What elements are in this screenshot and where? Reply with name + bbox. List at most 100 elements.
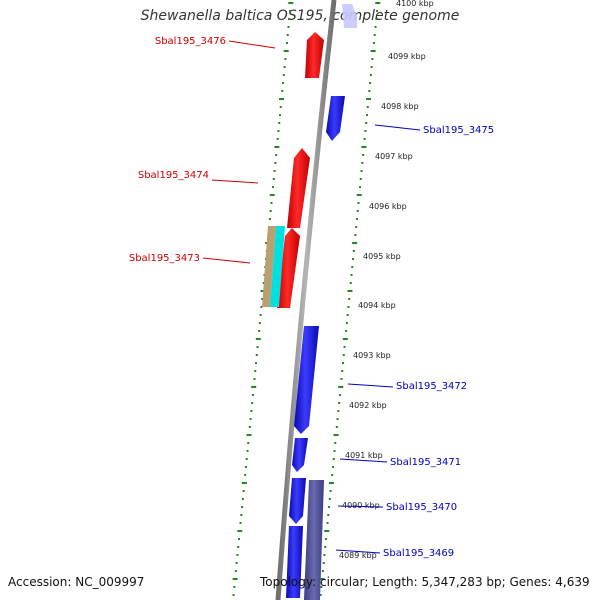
kbp-label: 4099 kbp — [388, 52, 426, 61]
gene-label[interactable]: Sbal195_3469 — [383, 548, 454, 559]
tick-mark — [319, 578, 325, 580]
tick-mark — [283, 50, 289, 52]
tick-mark — [345, 330, 348, 332]
tick-mark — [258, 330, 261, 332]
tick-mark — [351, 266, 354, 268]
gene-label[interactable]: Sbal195_3470 — [386, 502, 457, 513]
tick-mark — [350, 274, 353, 276]
tick-mark — [237, 538, 240, 540]
tick-mark — [356, 210, 359, 212]
tick-mark — [338, 386, 344, 388]
gene-label[interactable]: Sbal195_3471 — [390, 457, 461, 468]
tick-mark — [251, 402, 254, 404]
summary-text: Topology: circular; Length: 5,347,283 bp… — [260, 575, 590, 589]
map-title: Shewanella baltica OS195, complete genom… — [140, 8, 460, 24]
tick-mark — [324, 538, 327, 540]
tick-mark — [328, 498, 331, 500]
gene-sbal195-3476[interactable] — [305, 32, 324, 78]
tick-mark — [233, 586, 236, 588]
tick-mark — [269, 194, 275, 196]
tick-mark — [272, 186, 275, 188]
tick-mark — [247, 442, 250, 444]
leader-line — [347, 383, 394, 388]
tick-mark — [239, 522, 242, 524]
accession-text: Accession: NC_009997 — [8, 575, 145, 589]
leader-line — [374, 124, 421, 131]
tick-mark — [355, 218, 358, 220]
gene-sbal195-3473[interactable] — [277, 228, 300, 308]
tick-mark — [371, 58, 374, 60]
tick-mark — [341, 370, 344, 372]
rrna-feature[interactable] — [262, 226, 276, 307]
tick-mark — [248, 426, 251, 428]
tick-mark — [277, 130, 280, 132]
genome-backbone — [275, 0, 337, 600]
tick-mark — [364, 130, 367, 132]
tick-mark — [288, 2, 294, 4]
tick-mark — [357, 202, 360, 204]
tick-mark — [288, 18, 291, 20]
gene-label[interactable]: Sbal195_3475 — [423, 125, 494, 136]
tick-mark — [361, 162, 364, 164]
tick-mark — [338, 394, 341, 396]
kbp-label: 4094 kbp — [358, 301, 396, 310]
tick-mark — [251, 386, 257, 388]
tick-mark — [347, 306, 350, 308]
gene-sbal195-3474[interactable] — [287, 148, 310, 228]
tick-mark — [365, 122, 368, 124]
gene-label[interactable]: Sbal195_3476 — [155, 36, 226, 47]
tick-mark — [369, 74, 372, 76]
trna-feature[interactable] — [270, 226, 285, 307]
kbp-label: 4091 kbp — [345, 451, 383, 460]
tick-mark — [328, 506, 331, 508]
gene-label[interactable]: Sbal195_3472 — [396, 381, 467, 392]
tick-mark — [342, 354, 345, 356]
tick-mark — [340, 378, 343, 380]
tick-mark — [375, 18, 378, 20]
gene-label[interactable]: Sbal195_3473 — [129, 253, 200, 264]
tick-mark — [255, 362, 258, 364]
tick-mark — [373, 34, 376, 36]
tick-mark — [328, 482, 334, 484]
tick-mark — [237, 546, 240, 548]
tick-mark — [346, 314, 349, 316]
tick-mark — [246, 450, 249, 452]
tick-mark — [349, 282, 352, 284]
tick-mark — [361, 146, 367, 148]
tick-ring-right — [319, 2, 381, 596]
tick-mark — [366, 98, 372, 100]
tick-mark — [235, 562, 238, 564]
tick-mark — [242, 490, 245, 492]
tick-mark — [232, 594, 235, 596]
gene-other-strand[interactable] — [304, 480, 324, 600]
gene-sbal195-3471[interactable] — [292, 438, 308, 472]
tick-mark — [245, 458, 248, 460]
gene-sbal195-3472[interactable] — [294, 326, 319, 434]
tick-mark — [324, 546, 327, 548]
tick-mark — [236, 554, 239, 556]
gene-sbal195-3475[interactable] — [326, 96, 345, 141]
kbp-label: 4089 kbp — [339, 551, 377, 560]
tick-mark — [324, 530, 330, 532]
gene-sbal195-3469[interactable] — [286, 526, 303, 598]
tick-mark — [262, 282, 265, 284]
tick-mark — [274, 146, 280, 148]
tick-mark — [369, 82, 372, 84]
kbp-label: 4097 kbp — [375, 152, 413, 161]
tick-mark — [279, 98, 285, 100]
tick-mark — [241, 482, 247, 484]
tick-mark — [275, 154, 278, 156]
gene-top-faded[interactable] — [342, 4, 357, 28]
kbp-label: 4100 kbp — [396, 0, 434, 8]
tick-mark — [360, 170, 363, 172]
tick-mark — [249, 418, 252, 420]
gene-sbal195-3470[interactable] — [289, 478, 306, 524]
tick-mark — [244, 474, 247, 476]
tick-mark — [337, 410, 340, 412]
tick-mark — [365, 114, 368, 116]
tick-mark — [281, 90, 284, 92]
tick-mark — [285, 42, 288, 44]
tick-mark — [254, 370, 257, 372]
gene-label[interactable]: Sbal195_3474 — [138, 170, 209, 181]
